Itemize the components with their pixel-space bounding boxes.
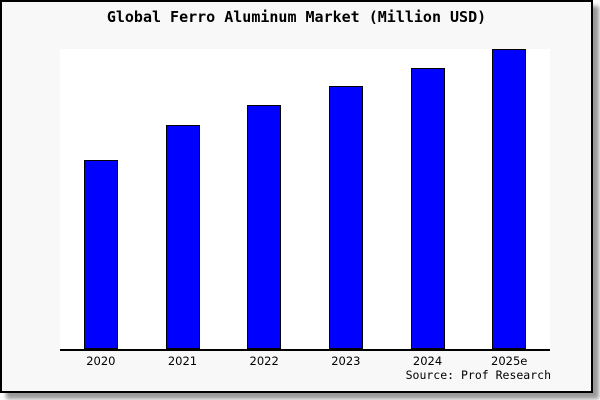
bar-2023: [328, 86, 363, 349]
bar-2025e: [492, 49, 527, 349]
x-tick-label-2020: 2020: [86, 354, 116, 368]
plot-area: [60, 49, 550, 350]
chart-container: Global Ferro Aluminum Market (Million US…: [0, 0, 593, 393]
bar-2021: [165, 125, 200, 349]
source-label: Source: Prof Research: [405, 368, 551, 382]
x-tick-label-2024: 2024: [412, 354, 443, 368]
bar-2020: [83, 160, 118, 349]
bar-slot-2022: [223, 49, 305, 349]
bar-2024: [410, 68, 445, 349]
bar-slot-2023: [305, 49, 387, 349]
bars-layer: [60, 49, 550, 349]
bar-slot-2020: [60, 49, 142, 349]
x-axis-tick-labels: 2020 2021 2022 2023 2024 2025e: [60, 354, 550, 368]
x-tick-label-2022: 2022: [249, 354, 279, 368]
x-axis-line: [60, 349, 550, 351]
x-tick-label-2021: 2021: [167, 354, 198, 368]
x-tick-label-2023: 2023: [331, 354, 361, 368]
x-tick-label-2025e: 2025e: [491, 354, 528, 368]
bar-slot-2024: [387, 49, 469, 349]
bar-slot-2025e: [468, 49, 550, 349]
chart-title: Global Ferro Aluminum Market (Million US…: [106, 8, 487, 26]
bar-slot-2021: [142, 49, 224, 349]
bar-2022: [247, 105, 282, 349]
